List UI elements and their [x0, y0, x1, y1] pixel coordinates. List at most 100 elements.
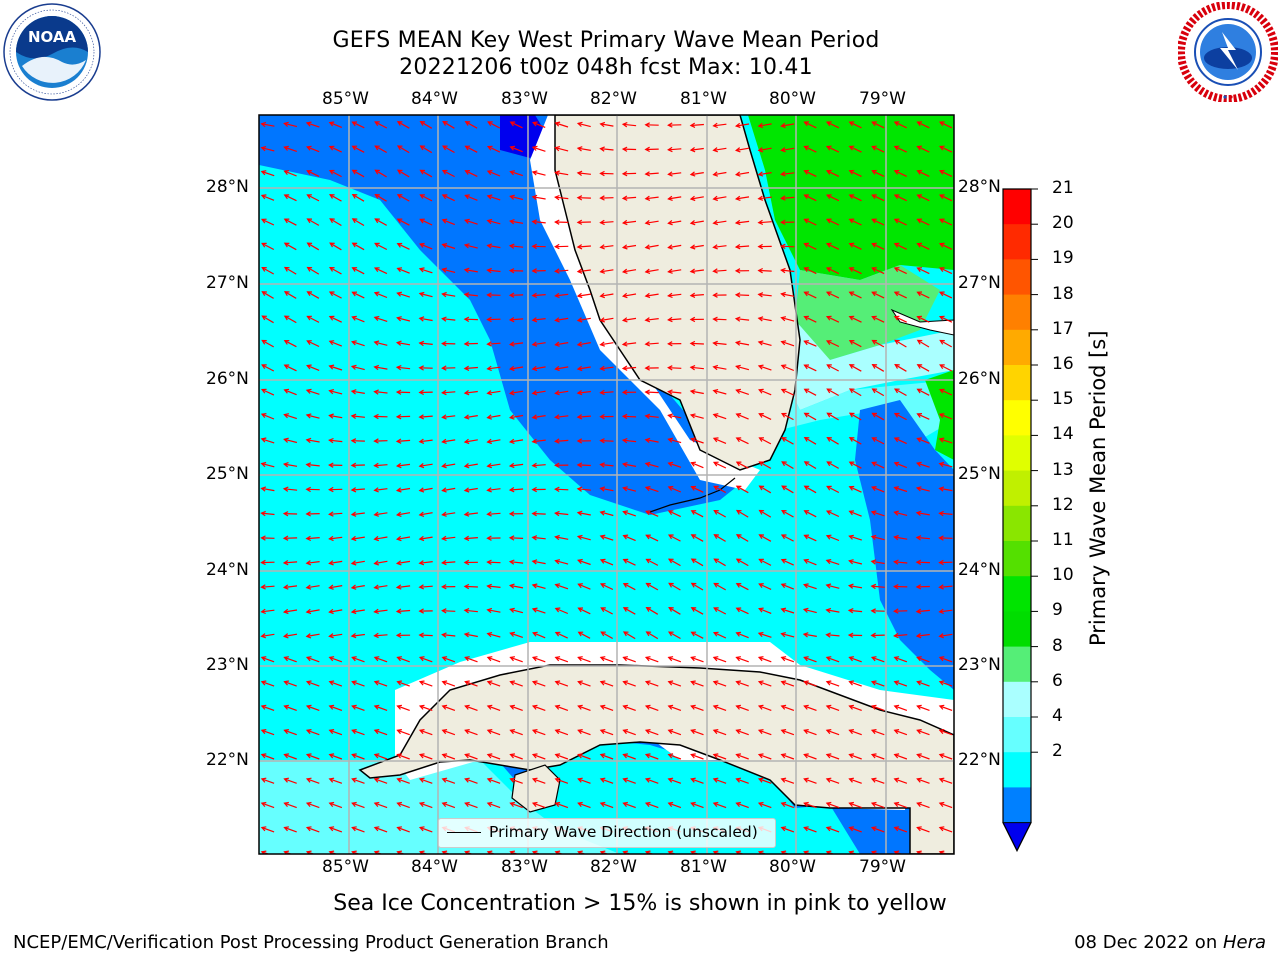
wave-direction-arrowhead: [757, 729, 764, 735]
wave-direction-arrow: [804, 656, 817, 663]
wave-direction-arrowhead: [915, 559, 922, 566]
wave-direction-arrowhead: [599, 486, 606, 492]
wave-direction-arrow: [781, 559, 794, 566]
colorbar-segment: [1003, 787, 1031, 824]
wave-direction-arrow: [736, 171, 750, 176]
wave-direction-arrow: [374, 851, 383, 854]
wave-direction-arrow: [307, 340, 320, 348]
wave-direction-arrow: [329, 316, 342, 323]
wave-direction-arrowhead: [531, 170, 538, 176]
wave-direction-arrowhead: [305, 633, 312, 639]
wave-direction-arrowhead: [486, 583, 492, 590]
wave-direction-arrowhead: [758, 558, 764, 564]
wave-direction-arrowhead: [531, 535, 538, 541]
wave-direction-arrowhead: [825, 291, 832, 297]
colorbar-tick-label: 18: [1052, 283, 1074, 304]
wave-direction-arrowhead: [893, 608, 899, 614]
wave-direction-arrowhead: [644, 850, 651, 854]
wave-direction-arrow: [872, 243, 885, 250]
wave-direction-arrowhead: [893, 461, 900, 467]
wave-direction-arrow: [555, 415, 569, 418]
wave-direction-arrowhead: [373, 438, 379, 444]
wave-direction-arrowhead: [282, 486, 289, 492]
wave-direction-arrowhead: [260, 680, 267, 686]
wave-direction-arrowhead: [644, 146, 650, 153]
wave-direction-arrowhead: [938, 291, 945, 297]
wave-direction-arrow: [736, 437, 749, 445]
wave-direction-arrow: [894, 561, 908, 564]
wave-direction-arrow: [555, 488, 569, 491]
wave-direction-arrow: [577, 488, 591, 491]
wave-direction-arrowhead: [577, 680, 583, 686]
wave-direction-arrow: [284, 681, 297, 687]
wave-direction-arrow: [555, 705, 569, 711]
wave-direction-arrowhead: [689, 268, 696, 274]
wave-direction-arrow: [736, 802, 749, 809]
wave-direction-arrowhead: [576, 121, 583, 127]
wave-direction-arrowhead: [577, 558, 583, 565]
wave-direction-arrowhead: [531, 292, 538, 299]
wave-direction-arrowhead: [893, 753, 900, 759]
wave-direction-arrow: [623, 705, 636, 711]
wave-direction-arrow: [713, 342, 727, 345]
wave-direction-arrowhead: [351, 267, 358, 272]
wave-direction-arrow: [487, 802, 501, 809]
wave-direction-arrowhead: [351, 753, 357, 759]
wave-direction-arrowhead: [305, 680, 312, 686]
wave-direction-arrow: [714, 485, 726, 494]
wave-direction-arrowhead: [757, 704, 764, 710]
wave-direction-arrow: [397, 729, 410, 736]
wave-direction-arrowhead: [328, 777, 335, 783]
wave-direction-arrowhead: [260, 559, 266, 566]
wave-direction-arrowhead: [916, 850, 922, 854]
wave-direction-arrowhead: [938, 656, 945, 662]
wave-direction-arrowhead: [938, 267, 945, 272]
wave-direction-arrow: [532, 705, 546, 711]
wave-direction-arrow: [894, 754, 908, 760]
wave-direction-arrow: [827, 364, 839, 372]
wave-direction-arrowhead: [644, 753, 651, 759]
wave-direction-arrowhead: [260, 656, 267, 662]
wave-direction-arrowhead: [803, 729, 809, 735]
wave-direction-arrowhead: [690, 437, 696, 443]
wave-direction-arrowhead: [644, 704, 651, 710]
wave-direction-arrow: [939, 512, 953, 515]
wave-direction-arrow: [261, 585, 275, 588]
wave-direction-arrowhead: [689, 122, 696, 128]
wave-direction-arrow: [284, 218, 297, 226]
wave-direction-arrowhead: [938, 584, 944, 590]
wave-direction-arrow: [306, 754, 320, 760]
wave-direction-arrow: [781, 317, 795, 322]
wave-direction-arrow: [578, 705, 591, 711]
wave-direction-arrowhead: [350, 560, 357, 566]
wave-direction-arrowhead: [871, 364, 878, 369]
wave-direction-arrow: [329, 439, 343, 443]
lat-label-right: 25°N: [958, 464, 1001, 484]
wave-direction-arrowhead: [576, 317, 583, 323]
colorbar-segment: [1003, 189, 1031, 225]
wave-direction-arrow: [917, 802, 930, 809]
wave-direction-arrow: [510, 851, 519, 854]
wave-direction-arrow: [939, 656, 953, 663]
wave-direction-arrow: [894, 243, 907, 250]
wave-direction-arrowhead: [621, 437, 628, 444]
wave-direction-arrow: [510, 778, 523, 784]
wave-direction-arrowhead: [486, 801, 493, 807]
wave-direction-arrow: [261, 463, 275, 468]
wave-direction-arrow: [691, 534, 704, 542]
lat-label-right: 27°N: [958, 273, 1001, 293]
wave-direction-arrow: [532, 512, 546, 515]
wave-direction-arrowhead: [916, 461, 922, 467]
wave-direction-arrowhead: [780, 122, 786, 129]
wave-direction-arrowhead: [780, 656, 787, 662]
wave-direction-arrowhead: [893, 534, 899, 541]
wave-direction-arrowhead: [531, 462, 538, 469]
wave-direction-arrowhead: [283, 340, 290, 345]
wave-direction-arrow: [759, 485, 772, 494]
wave-direction-arrowhead: [871, 437, 877, 442]
wave-direction-arrowhead: [938, 729, 945, 735]
wave-direction-arrowhead: [463, 267, 470, 273]
wave-direction-arrow: [510, 171, 523, 177]
wave-direction-arrow: [261, 388, 275, 396]
wave-direction-arrowhead: [803, 194, 810, 200]
